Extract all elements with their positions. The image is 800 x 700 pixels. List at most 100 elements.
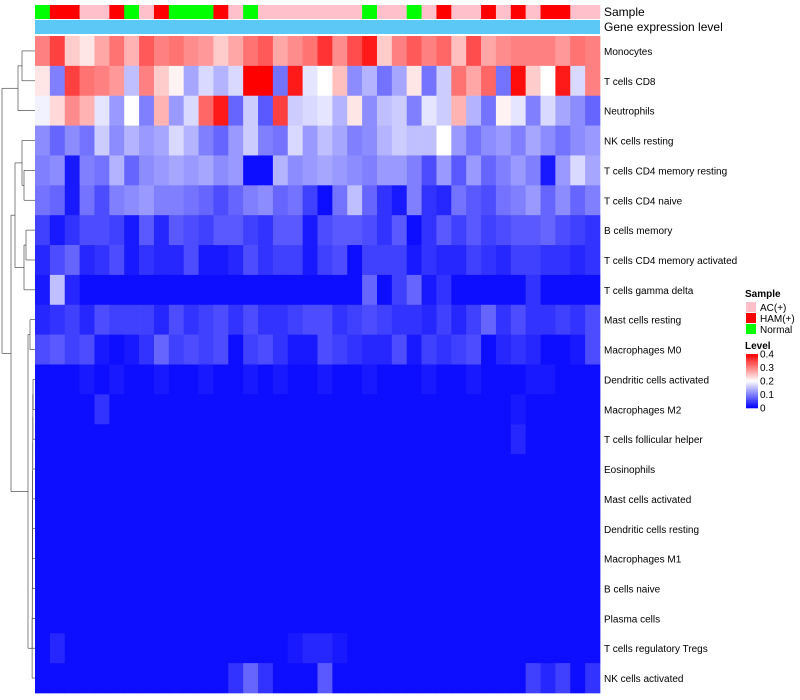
- heatmap-cell: [153, 245, 170, 276]
- heatmap-cell: [555, 573, 571, 604]
- heatmap-cell: [391, 155, 408, 186]
- heatmap-cell: [585, 95, 601, 126]
- heatmap-cell: [79, 424, 95, 455]
- heatmap-cell: [272, 334, 289, 365]
- heatmap-cell: [376, 245, 393, 276]
- heatmap-cell: [35, 364, 51, 395]
- heatmap-cell: [570, 603, 586, 634]
- heatmap-cell: [153, 274, 170, 306]
- heatmap-cell: [540, 394, 556, 425]
- heatmap-cell: [302, 304, 318, 335]
- heatmap-cell: [570, 304, 586, 335]
- heatmap-cell: [391, 304, 408, 335]
- heatmap-cell: [198, 65, 214, 97]
- heatmap-cell: [109, 364, 125, 395]
- heatmap-cell: [94, 454, 110, 485]
- sample-cell: [287, 5, 303, 19]
- heatmap-cell: [317, 603, 333, 634]
- heatmap-cell: [436, 394, 452, 425]
- heatmap-cell: [272, 304, 289, 335]
- heatmap-cell: [79, 543, 95, 574]
- heatmap-cell: [510, 543, 527, 574]
- heatmap-cell: [213, 543, 229, 574]
- heatmap-cell: [153, 304, 170, 335]
- heatmap-cell: [362, 573, 378, 604]
- heatmap-cell: [436, 424, 452, 455]
- heatmap-cell: [168, 245, 185, 276]
- heatmap-cell: [555, 334, 571, 365]
- heatmap-cell: [198, 304, 214, 335]
- heatmap-cell: [153, 543, 170, 574]
- heatmap-cell: [49, 334, 66, 365]
- heatmap-cell: [451, 274, 467, 306]
- heatmap-cell: [139, 274, 155, 306]
- heatmap-cell: [64, 245, 80, 276]
- heatmap-cell: [109, 633, 125, 664]
- heatmap-cell: [466, 334, 482, 365]
- heatmap-cell: [555, 36, 571, 67]
- heatmap-cell: [183, 245, 199, 276]
- heatmap-cell: [406, 483, 422, 515]
- heatmap-cell: [228, 483, 244, 515]
- heatmap-cell: [49, 155, 66, 186]
- heatmap-cell: [64, 513, 80, 545]
- heatmap-cell: [525, 483, 541, 515]
- heatmap-cell: [64, 364, 80, 395]
- heatmap-cell: [585, 274, 601, 306]
- heatmap-cell: [109, 65, 125, 97]
- heatmap-cell: [228, 364, 244, 395]
- heatmap-cell: [153, 36, 170, 67]
- heatmap-cell: [124, 633, 140, 664]
- heatmap-cell: [79, 245, 95, 276]
- heatmap-cell: [183, 663, 199, 694]
- heatmap-cell: [317, 215, 333, 246]
- heatmap-cell: [362, 245, 378, 276]
- heatmap-cell: [406, 663, 422, 694]
- heatmap-cell: [258, 394, 274, 425]
- heatmap-cell: [168, 394, 185, 425]
- heatmap-cell: [79, 65, 95, 97]
- heatmap-cell: [451, 245, 467, 276]
- heatmap-cell: [153, 633, 170, 664]
- legend-gradient-step: [746, 372, 758, 375]
- heatmap-cell: [79, 125, 95, 156]
- heatmap-cell: [376, 95, 393, 126]
- heatmap-cell: [347, 454, 363, 485]
- heatmap-cell: [525, 633, 541, 664]
- heatmap-cell: [64, 155, 80, 186]
- legend-gradient-step: [746, 368, 758, 371]
- heatmap-cell: [555, 603, 571, 634]
- heatmap-cell: [183, 65, 199, 97]
- heatmap-cell: [317, 95, 333, 126]
- heatmap-cell: [228, 36, 244, 67]
- heatmap-cell: [198, 215, 214, 246]
- heatmap-cell: [302, 274, 318, 306]
- heatmap-cell: [272, 364, 289, 395]
- heatmap-cell: [317, 274, 333, 306]
- heatmap-cell: [183, 513, 199, 545]
- heatmap-cell: [64, 573, 80, 604]
- heatmap-cell: [495, 334, 512, 365]
- heatmap-cell: [540, 215, 556, 246]
- heatmap-cell: [466, 394, 482, 425]
- legend-gradient-step: [746, 401, 758, 403]
- heatmap-cell: [391, 454, 408, 485]
- heatmap-cell: [317, 36, 333, 67]
- heatmap-cell: [183, 543, 199, 574]
- sample-cell: [49, 5, 66, 19]
- heatmap-cell: [213, 663, 229, 694]
- heatmap-cell: [421, 543, 437, 574]
- heatmap-cell: [406, 633, 422, 664]
- heatmap-cell: [376, 364, 393, 395]
- heatmap-cell: [243, 424, 259, 455]
- heatmap-cell: [466, 573, 482, 604]
- heatmap-cell: [525, 36, 541, 67]
- heatmap-cell: [183, 454, 199, 485]
- heatmap-cell: [466, 245, 482, 276]
- heatmap-cell: [570, 125, 586, 156]
- heatmap-cell: [585, 215, 601, 246]
- heatmap-cell: [49, 215, 66, 246]
- heatmap-cell: [49, 95, 66, 126]
- heatmap-cell: [272, 454, 289, 485]
